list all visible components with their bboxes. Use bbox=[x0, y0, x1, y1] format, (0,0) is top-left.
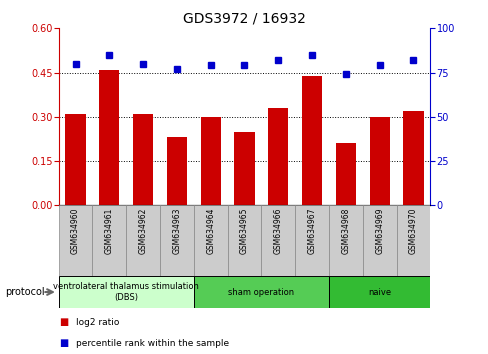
Text: ■: ■ bbox=[59, 317, 68, 327]
Text: log2 ratio: log2 ratio bbox=[76, 318, 119, 327]
Bar bbox=[295, 205, 328, 276]
Text: GSM634962: GSM634962 bbox=[139, 207, 147, 254]
Text: ventrolateral thalamus stimulation
(DBS): ventrolateral thalamus stimulation (DBS) bbox=[53, 282, 199, 302]
Text: GSM634967: GSM634967 bbox=[307, 207, 316, 254]
Bar bbox=[193, 276, 328, 308]
Bar bbox=[267, 108, 288, 205]
Bar bbox=[227, 205, 261, 276]
Text: GSM634960: GSM634960 bbox=[71, 207, 80, 254]
Bar bbox=[133, 114, 153, 205]
Text: GSM634965: GSM634965 bbox=[240, 207, 248, 254]
Bar bbox=[160, 205, 193, 276]
Bar bbox=[126, 205, 160, 276]
Bar bbox=[369, 117, 389, 205]
Text: protocol: protocol bbox=[5, 287, 44, 297]
Bar bbox=[234, 132, 254, 205]
Text: GSM634966: GSM634966 bbox=[273, 207, 282, 254]
Bar bbox=[193, 205, 227, 276]
Text: percentile rank within the sample: percentile rank within the sample bbox=[76, 339, 228, 348]
Bar bbox=[92, 205, 126, 276]
Bar bbox=[261, 205, 295, 276]
Bar bbox=[99, 70, 119, 205]
Bar bbox=[59, 205, 92, 276]
Text: GSM634970: GSM634970 bbox=[408, 207, 417, 254]
Bar bbox=[328, 276, 429, 308]
Text: GSM634963: GSM634963 bbox=[172, 207, 181, 254]
Bar bbox=[396, 205, 429, 276]
Text: sham operation: sham operation bbox=[228, 287, 294, 297]
Bar bbox=[166, 137, 187, 205]
Bar bbox=[65, 114, 85, 205]
Bar bbox=[200, 117, 221, 205]
Bar bbox=[403, 111, 423, 205]
Bar bbox=[328, 205, 362, 276]
Text: naive: naive bbox=[367, 287, 390, 297]
Text: GSM634961: GSM634961 bbox=[104, 207, 114, 254]
Text: GSM634964: GSM634964 bbox=[206, 207, 215, 254]
Bar bbox=[301, 75, 322, 205]
Bar bbox=[362, 205, 396, 276]
Bar bbox=[59, 276, 193, 308]
Title: GDS3972 / 16932: GDS3972 / 16932 bbox=[183, 12, 305, 26]
Bar bbox=[335, 143, 355, 205]
Text: GSM634968: GSM634968 bbox=[341, 207, 349, 254]
Text: GSM634969: GSM634969 bbox=[374, 207, 384, 254]
Text: ■: ■ bbox=[59, 338, 68, 348]
